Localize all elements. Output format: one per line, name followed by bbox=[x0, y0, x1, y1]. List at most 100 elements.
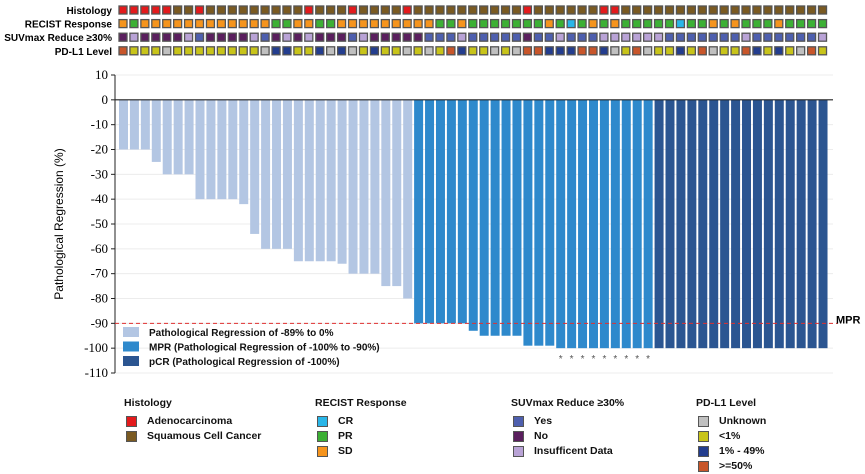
track-cell bbox=[697, 32, 707, 42]
track-cell bbox=[566, 46, 576, 56]
legend-swatch bbox=[317, 415, 328, 427]
legend-suvmax: SUVmax Reduce ≥30% Yes No Insufficent Data bbox=[511, 397, 624, 459]
bar-mpr bbox=[523, 99, 533, 346]
track-cell bbox=[500, 46, 511, 56]
bar-light bbox=[162, 99, 172, 175]
bar-mpr bbox=[425, 99, 435, 324]
track-cell bbox=[140, 32, 150, 42]
bar-mpr bbox=[545, 99, 555, 346]
legend-item-label: Squamous Cell Cancer bbox=[147, 430, 262, 442]
track-cell bbox=[457, 5, 467, 15]
bar-light bbox=[119, 99, 128, 150]
track-cell bbox=[227, 5, 237, 15]
track-cell bbox=[336, 18, 347, 29]
track-cell bbox=[763, 46, 773, 56]
y-axis-label: Pathological Regression (%) bbox=[52, 148, 66, 299]
track-cell bbox=[588, 5, 598, 15]
bar-light bbox=[403, 99, 413, 299]
bar-light bbox=[261, 99, 271, 249]
track-cell bbox=[522, 5, 533, 15]
track-cell bbox=[675, 46, 686, 56]
track-cell bbox=[599, 32, 609, 42]
track-cell bbox=[664, 5, 675, 15]
bar-light bbox=[140, 99, 150, 150]
legend-swatch bbox=[513, 445, 524, 457]
track-cell bbox=[293, 46, 303, 56]
y-tick-label: -40 bbox=[91, 191, 108, 206]
track-cell bbox=[260, 46, 270, 56]
track-cell bbox=[632, 32, 642, 42]
track-cell bbox=[129, 32, 139, 42]
legend-swatch bbox=[317, 430, 328, 442]
track-cell bbox=[479, 5, 489, 15]
legend-swatch bbox=[513, 430, 524, 442]
track-cell bbox=[555, 5, 565, 15]
legend-item: 1% - 49% bbox=[696, 444, 766, 458]
track-cell bbox=[380, 5, 390, 15]
bar-light bbox=[304, 99, 314, 262]
track-cell bbox=[358, 46, 369, 56]
y-tick-label: -10 bbox=[91, 117, 108, 132]
track-cell bbox=[577, 5, 587, 15]
track-cell bbox=[162, 32, 172, 42]
track-cell bbox=[380, 18, 390, 29]
track-cell bbox=[719, 18, 729, 29]
track-cell bbox=[271, 32, 281, 42]
bar-light bbox=[392, 99, 402, 287]
legend-item-label: 1% - 49% bbox=[719, 445, 765, 457]
track-cell bbox=[588, 32, 598, 42]
track-cell bbox=[271, 46, 281, 56]
track-cell bbox=[369, 5, 380, 15]
track-cell bbox=[194, 32, 205, 42]
track-cell bbox=[555, 32, 565, 42]
bar-light bbox=[239, 99, 249, 205]
asterisk-mark: * bbox=[635, 354, 639, 365]
legend-item: No bbox=[511, 429, 624, 443]
track-cell bbox=[533, 46, 543, 56]
track-cell bbox=[326, 5, 336, 15]
track-cell bbox=[642, 18, 653, 29]
legend-item: >=50% bbox=[696, 459, 766, 473]
track-cell bbox=[172, 32, 183, 42]
track-cell bbox=[500, 18, 511, 29]
legend-pdl1: PD-L1 Level Unknown <1% 1% - 49% >=50% bbox=[696, 397, 766, 474]
y-tick-label: -90 bbox=[91, 315, 108, 330]
asterisk-mark: * bbox=[602, 354, 606, 365]
track-cell bbox=[500, 32, 511, 42]
track-cell bbox=[435, 18, 445, 29]
track-cell bbox=[708, 18, 718, 29]
legend-swatch bbox=[126, 430, 137, 442]
track-cell bbox=[227, 18, 237, 29]
asterisk-mark: * bbox=[646, 354, 650, 365]
track-cell bbox=[511, 5, 522, 15]
track-cell bbox=[686, 18, 697, 29]
track-cell bbox=[282, 32, 292, 42]
track-cell bbox=[347, 18, 358, 29]
bar-mpr bbox=[578, 99, 588, 349]
legend-item-label: Insufficent Data bbox=[534, 445, 613, 457]
track-cell bbox=[446, 32, 456, 42]
legend-item: Insufficent Data bbox=[511, 444, 624, 458]
legend-item-label: SD bbox=[338, 445, 353, 457]
track-cell bbox=[522, 18, 533, 29]
track-cell bbox=[238, 18, 248, 29]
legend-swatch-light bbox=[123, 327, 139, 337]
track-label: SUVmax Reduce ≥30% bbox=[4, 33, 112, 44]
track-cell bbox=[162, 18, 172, 29]
track-cell bbox=[457, 18, 467, 29]
bar-mpr bbox=[610, 99, 620, 349]
bar-pcr bbox=[698, 99, 708, 349]
track-cell bbox=[315, 32, 325, 42]
track-cell bbox=[435, 5, 445, 15]
track-cell bbox=[238, 5, 248, 15]
track-cell bbox=[129, 5, 139, 15]
track-cell bbox=[522, 46, 533, 56]
track-cell bbox=[752, 32, 762, 42]
track-cell bbox=[599, 5, 609, 15]
track-cell bbox=[664, 32, 675, 42]
bar-mpr bbox=[479, 99, 489, 336]
bar-light bbox=[293, 99, 303, 262]
track-cell bbox=[227, 32, 237, 42]
track-cell bbox=[763, 32, 773, 42]
